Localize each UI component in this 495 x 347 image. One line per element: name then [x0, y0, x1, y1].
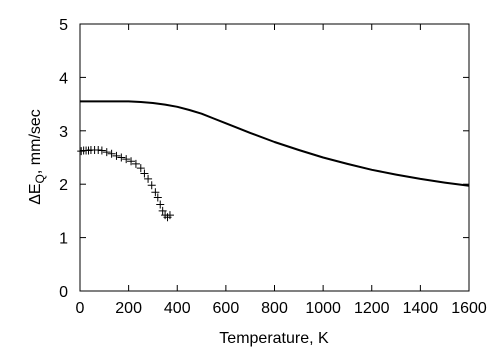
y-tick-label: 4	[59, 70, 68, 87]
data-point	[94, 146, 103, 155]
y-tick-label: 1	[59, 231, 68, 248]
x-tick-label: 1400	[403, 300, 439, 317]
data-point	[97, 146, 106, 155]
x-axis-title: Temperature, K	[219, 330, 329, 347]
y-axis-title-subscript: Q	[33, 174, 47, 183]
data-point	[165, 211, 174, 220]
data-point	[127, 157, 136, 166]
x-tick-label: 400	[164, 300, 191, 317]
x-tick-label: 1200	[354, 300, 390, 317]
y-axis-title-rest: , mm/sec	[27, 109, 44, 174]
data-point	[122, 155, 131, 164]
x-tick-label: 1000	[305, 300, 341, 317]
data-point	[136, 164, 145, 173]
y-axis-title-main: ΔE	[27, 183, 44, 204]
data-point	[140, 169, 149, 178]
data-point	[156, 200, 165, 209]
x-tick-label: 800	[261, 300, 288, 317]
series-layer	[77, 100, 470, 222]
plot-frame	[79, 23, 470, 292]
y-axis-ticks: 0 1 2 3 4 5	[59, 17, 469, 301]
x-tick-label: 1600	[451, 300, 487, 317]
series-line-0	[80, 100, 470, 187]
y-tick-label: 2	[59, 177, 68, 194]
data-point	[107, 149, 116, 158]
data-point	[112, 151, 121, 160]
x-tick-label: 0	[76, 300, 85, 317]
data-point	[151, 188, 160, 197]
y-axis-title: ΔEQ, mm/sec	[27, 109, 47, 205]
y-tick-label: 5	[59, 17, 68, 34]
data-point	[117, 153, 126, 162]
data-point	[153, 193, 162, 202]
data-point	[144, 174, 153, 183]
series-markers-1	[77, 146, 174, 222]
y-tick-label: 0	[59, 284, 68, 301]
x-tick-label: 600	[213, 300, 240, 317]
data-point	[131, 159, 140, 168]
x-tick-label: 200	[115, 300, 142, 317]
y-tick-label: 3	[59, 124, 68, 141]
x-axis-ticks: 0 200 400 600 800 1000 1200 1400 1600	[76, 24, 487, 317]
data-point	[102, 148, 111, 157]
data-point	[147, 181, 156, 190]
data-point	[158, 206, 167, 215]
